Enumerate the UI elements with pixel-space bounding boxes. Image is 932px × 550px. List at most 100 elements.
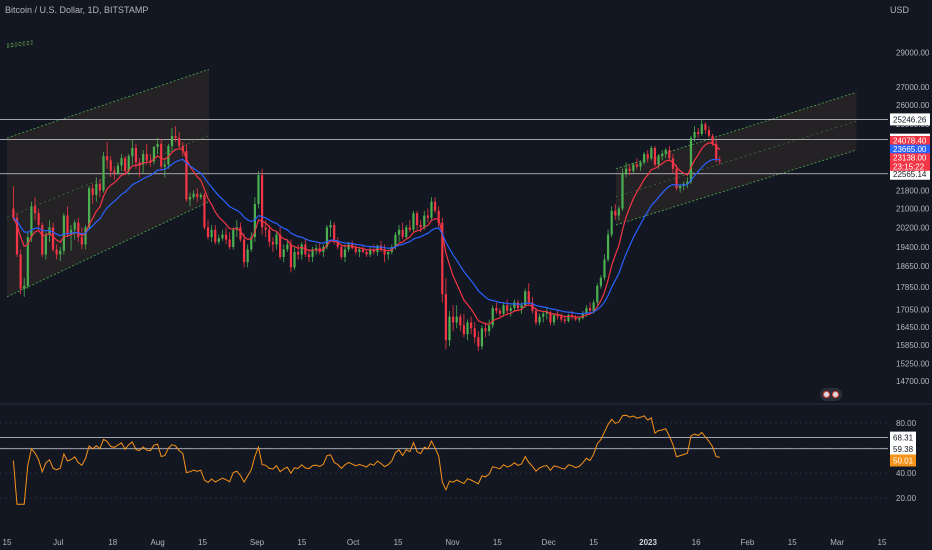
candle-body xyxy=(174,135,177,138)
time-tick-label: 18 xyxy=(108,538,117,547)
candle-body xyxy=(188,197,192,200)
time-tick-label: Jul xyxy=(53,538,63,547)
price-tick-label: 15850.00 xyxy=(896,341,930,350)
candle-body xyxy=(224,234,228,240)
candle-body xyxy=(333,224,336,242)
candle-body xyxy=(408,227,411,230)
candle-body xyxy=(145,154,148,161)
candle-body xyxy=(257,175,260,204)
candle-body xyxy=(433,201,437,211)
candle-body xyxy=(668,150,671,159)
candle-body xyxy=(73,222,76,230)
price-tick-label: 29000.00 xyxy=(896,48,930,57)
candle-body xyxy=(455,316,458,323)
candle-body xyxy=(578,318,581,320)
candle-body xyxy=(563,319,566,321)
candle-body xyxy=(686,181,689,184)
price-tick-label: 21800.00 xyxy=(896,186,930,195)
candle-body xyxy=(653,147,657,165)
candle-body xyxy=(15,217,19,255)
candle-body xyxy=(109,160,112,171)
time-tick-label: Aug xyxy=(151,538,165,547)
candle-body xyxy=(718,160,721,162)
candle-body xyxy=(675,168,678,189)
candle-body xyxy=(221,234,224,239)
rsi-level-label: 59.38 xyxy=(893,445,914,454)
channel-fill xyxy=(7,40,33,48)
candle-body xyxy=(66,215,69,234)
candle-body xyxy=(462,325,466,335)
candle-body xyxy=(124,158,127,171)
candle-body xyxy=(127,156,130,171)
candle-body xyxy=(26,237,29,286)
candle-body xyxy=(369,249,372,255)
level-label: 25246.26 xyxy=(893,115,927,124)
candle-body xyxy=(91,188,94,195)
candle-body xyxy=(131,147,134,157)
level-label: 22565.14 xyxy=(893,170,927,179)
candle-body xyxy=(23,285,26,289)
moving-averages xyxy=(12,142,721,325)
level-label-box xyxy=(890,113,930,126)
price-label: 23:15:22 xyxy=(893,162,925,171)
candle-body xyxy=(232,229,235,247)
candle-body xyxy=(134,147,138,163)
candle-body xyxy=(87,188,91,228)
candle-body xyxy=(617,208,620,216)
candle-body xyxy=(689,137,693,182)
candle-body xyxy=(106,156,109,161)
time-tick-label: Mar xyxy=(830,538,844,547)
candle-body xyxy=(495,308,498,311)
candle-body xyxy=(621,173,624,209)
candle-body xyxy=(98,183,102,191)
candle-body xyxy=(37,213,40,225)
candle-body xyxy=(513,302,516,309)
candle-body xyxy=(516,302,520,309)
candle-body xyxy=(264,227,267,230)
candle-body xyxy=(542,313,545,317)
candle-body xyxy=(614,210,617,216)
level-lines xyxy=(0,119,888,175)
candle-body xyxy=(206,227,210,238)
candle-body xyxy=(239,227,242,240)
candle-body xyxy=(624,168,628,174)
time-tick-label: 16 xyxy=(692,538,701,547)
candle-body xyxy=(260,175,264,228)
time-tick-label: 15 xyxy=(589,538,598,547)
rsi-line xyxy=(12,414,720,505)
candle-body xyxy=(430,201,433,218)
candle-body xyxy=(347,244,350,250)
candle-body xyxy=(329,224,332,228)
price-label-box xyxy=(890,136,930,145)
time-tick-label: Nov xyxy=(445,538,459,547)
candle-body xyxy=(693,131,696,138)
time-tick-label: 15 xyxy=(198,538,207,547)
time-tick-label: 15 xyxy=(878,538,887,547)
rsi-level-label: 68.31 xyxy=(893,434,914,443)
candle-body xyxy=(33,206,37,214)
candle-body xyxy=(387,251,390,255)
price-tick-label: 20200.00 xyxy=(896,223,930,232)
candle-body xyxy=(567,315,570,321)
price-label: 23665.00 xyxy=(893,145,927,154)
price-label-box xyxy=(890,144,930,154)
candle-body xyxy=(102,156,105,191)
candle-body xyxy=(707,129,711,136)
events-badge[interactable] xyxy=(820,388,842,401)
candle-body xyxy=(181,145,184,152)
candle-body xyxy=(606,234,610,260)
candle-body xyxy=(603,259,606,278)
candle-body xyxy=(671,158,675,169)
time-tick-label: 15 xyxy=(297,538,306,547)
price-tick-label: 27000.00 xyxy=(896,83,930,92)
price-tick-label: 19400.00 xyxy=(896,243,930,252)
candle-body xyxy=(394,234,397,247)
rsi-tick-label: 80.00 xyxy=(896,419,917,428)
candle-body xyxy=(401,229,404,238)
candle-body xyxy=(697,131,700,134)
candle-body xyxy=(62,215,65,251)
time-tick-label: 2023 xyxy=(639,538,657,547)
candle-body xyxy=(113,170,116,174)
time-tick-label: Oct xyxy=(347,538,360,547)
